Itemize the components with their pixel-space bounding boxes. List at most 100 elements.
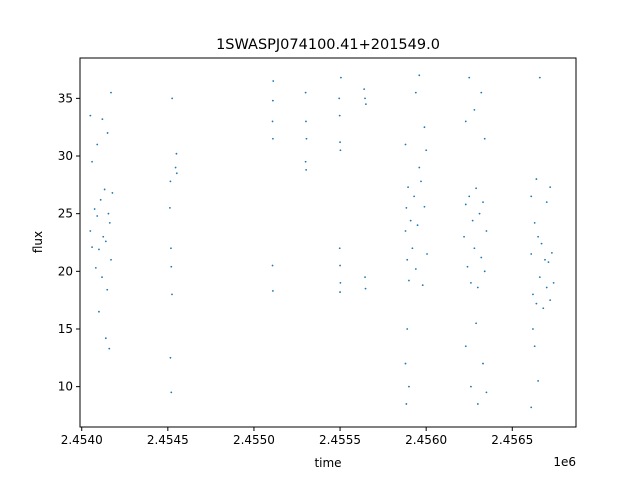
data-point	[272, 80, 275, 82]
data-point	[339, 141, 341, 144]
data-point	[532, 328, 534, 330]
y-tick-label: 20	[58, 264, 73, 278]
y-tick-label: 10	[58, 380, 73, 394]
data-point	[418, 74, 421, 77]
data-point	[305, 120, 307, 123]
data-point	[475, 187, 478, 190]
data-point	[409, 219, 412, 222]
data-point	[421, 284, 424, 287]
x-axis-offset-label: 1e6	[553, 455, 576, 469]
data-point	[464, 203, 467, 206]
data-point	[103, 188, 106, 191]
x-tick-label: 2.4540	[61, 433, 103, 447]
data-point	[364, 103, 367, 106]
data-point	[171, 97, 174, 100]
data-point	[169, 356, 172, 359]
data-point	[423, 126, 426, 129]
data-point	[406, 258, 409, 261]
data-point	[170, 265, 173, 268]
y-tick-label: 25	[58, 207, 73, 221]
data-point	[405, 403, 408, 405]
data-point	[408, 279, 410, 282]
data-point	[485, 230, 488, 232]
data-point	[483, 137, 486, 140]
x-tick-label: 2.4555	[319, 433, 361, 447]
data-point	[170, 247, 172, 250]
data-point	[533, 345, 536, 348]
data-point	[89, 114, 92, 117]
data-point	[338, 247, 341, 250]
data-point	[364, 97, 366, 100]
data-point	[104, 240, 107, 243]
data-point	[305, 168, 308, 171]
data-point	[338, 114, 341, 117]
data-point	[110, 91, 112, 94]
data-point	[530, 253, 533, 255]
data-point	[364, 276, 366, 278]
data-point	[170, 391, 173, 394]
data-point	[171, 293, 173, 296]
data-point	[535, 178, 538, 180]
data-point	[404, 230, 407, 232]
plot-area	[89, 74, 555, 409]
data-point	[169, 180, 172, 183]
data-point	[420, 180, 422, 183]
data-point	[110, 258, 112, 261]
data-point	[537, 379, 540, 382]
data-point	[540, 242, 543, 245]
axes-frame	[79, 57, 577, 428]
y-axis-label: flux	[31, 231, 45, 253]
y-axis: 10 15 20 25 30 35	[58, 91, 80, 394]
data-point	[473, 108, 476, 111]
data-point	[108, 347, 111, 350]
data-point	[94, 266, 97, 269]
data-point	[480, 256, 483, 259]
data-point	[106, 132, 109, 134]
data-point	[169, 207, 171, 209]
data-point	[407, 186, 409, 189]
data-point	[304, 160, 307, 163]
data-point	[107, 212, 110, 215]
data-point	[552, 281, 555, 284]
data-point	[339, 149, 342, 152]
data-point	[404, 362, 407, 365]
chart-title: 1SWASPJ074100.41+201549.0	[216, 37, 440, 53]
data-point	[483, 270, 486, 273]
data-point	[544, 258, 546, 261]
data-point	[542, 307, 545, 310]
data-point	[363, 88, 366, 91]
data-point	[537, 235, 540, 238]
x-axis-label: time	[314, 456, 341, 470]
data-point	[533, 222, 536, 224]
x-tick-label: 2.4565	[491, 433, 533, 447]
data-point	[545, 201, 548, 204]
data-point	[98, 310, 100, 313]
data-point	[305, 137, 308, 140]
data-point	[530, 195, 533, 198]
data-point	[482, 362, 484, 365]
data-point	[106, 288, 109, 291]
data-point	[96, 143, 99, 146]
data-point	[91, 246, 93, 249]
data-point	[93, 208, 96, 210]
y-tick-label: 15	[58, 322, 73, 336]
data-point	[413, 195, 416, 198]
data-point	[364, 287, 367, 290]
x-tick-label: 2.4560	[405, 433, 447, 447]
data-point	[470, 281, 472, 284]
data-point	[547, 261, 550, 263]
data-point	[271, 120, 274, 123]
data-point	[96, 215, 99, 217]
data-point	[102, 235, 105, 238]
data-point	[414, 268, 417, 270]
data-point	[418, 166, 421, 169]
data-point	[416, 224, 419, 227]
data-point	[339, 264, 341, 267]
y-tick-label: 30	[58, 149, 73, 163]
data-point	[271, 290, 274, 292]
data-point	[426, 253, 428, 255]
data-point	[414, 91, 417, 94]
data-point	[425, 149, 428, 152]
